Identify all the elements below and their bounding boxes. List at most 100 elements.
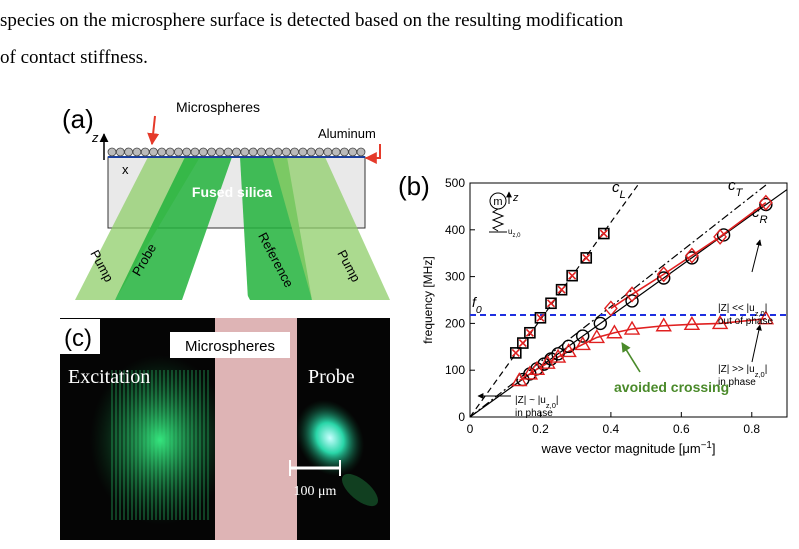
diamond-marker	[684, 247, 699, 264]
diamond-marker	[713, 228, 727, 245]
square	[555, 283, 568, 296]
text-part: T	[736, 187, 744, 199]
square-marker	[580, 252, 593, 264]
square-marker	[566, 269, 578, 282]
triangle-marker	[655, 317, 672, 332]
probe-tail	[341, 473, 379, 507]
triangle-marker	[521, 365, 539, 380]
square-marker	[555, 283, 568, 296]
diamond-marker	[758, 194, 773, 211]
reference-line	[469, 182, 769, 418]
diamond-marker	[656, 266, 671, 283]
annotation: cL	[612, 179, 626, 201]
square-marker	[509, 347, 522, 359]
body-text: of contact stiffness.	[0, 47, 148, 68]
text-part: L	[620, 189, 626, 201]
microsphere	[348, 147, 358, 157]
annotation: f0	[472, 294, 482, 316]
y-tick-label: 0	[458, 410, 465, 424]
triangle-marker	[560, 343, 577, 358]
microsphere	[281, 147, 291, 157]
text-part: |Z| ~ |u	[515, 395, 546, 406]
spring	[491, 208, 505, 232]
microsphere	[331, 147, 341, 157]
z-label: z	[512, 192, 519, 204]
y-tick-label: 400	[445, 223, 465, 237]
text-part: z,0	[512, 233, 521, 239]
text-part: z,0	[755, 370, 765, 379]
microsphere	[149, 147, 158, 157]
triangle-marker	[574, 336, 591, 351]
microsphere	[215, 147, 225, 157]
text-part: c	[728, 177, 736, 194]
cross	[599, 229, 608, 238]
label: Excitation	[68, 366, 150, 388]
label: x	[122, 162, 129, 177]
microsphere	[140, 147, 150, 157]
y-axis-label: frequency [MHz]	[421, 256, 435, 343]
microsphere	[315, 147, 324, 157]
microsphere	[124, 147, 134, 157]
panel-label: (b)	[398, 171, 430, 201]
annotation: in phase	[515, 408, 553, 419]
microsphere	[198, 147, 208, 157]
text-part: −1	[701, 440, 712, 451]
microsphere	[232, 147, 241, 157]
microsphere	[223, 147, 233, 157]
text-part: u	[508, 227, 512, 236]
cross	[511, 348, 520, 357]
text-part: 0	[476, 304, 482, 316]
annotation: cT	[728, 177, 744, 199]
text-part: |	[765, 364, 768, 375]
cross	[518, 338, 527, 348]
circle-marker	[576, 329, 590, 343]
body-text: species on the microsphere surface is de…	[0, 10, 624, 31]
text-part: |Z| >> |u	[718, 364, 755, 375]
avoided-arrow	[621, 342, 641, 373]
microsphere-row	[107, 147, 366, 157]
label-box	[60, 319, 100, 354]
x-tick-label: 0.8	[743, 422, 760, 436]
square-marker	[517, 337, 529, 349]
substrate-label: Fused silica	[192, 184, 272, 200]
text-part: R	[760, 214, 768, 226]
annotation-arrow	[751, 239, 762, 273]
circle-marker	[657, 271, 671, 285]
circle-marker	[561, 339, 576, 354]
square-marker	[598, 227, 610, 240]
square	[524, 326, 536, 339]
text-part: wave vector magnitude [μm	[541, 441, 701, 456]
microsphere	[115, 147, 125, 157]
circle-marker	[685, 251, 699, 265]
square-marker	[524, 326, 536, 339]
x-tick-label: 0.6	[673, 422, 690, 436]
triangle-marker	[683, 315, 701, 331]
microsphere	[132, 147, 142, 157]
microsphere	[207, 147, 217, 157]
arrow	[147, 115, 160, 146]
diamond-marker	[603, 300, 618, 317]
x-tick-label: 0.4	[603, 422, 620, 436]
triangle-marker	[711, 315, 729, 330]
text-part: z,0	[546, 401, 556, 410]
annotation: |Z| ~ |uz,0|	[515, 395, 558, 410]
chart: (b) 0 0.2 0.4 0.6 0.8 0 100 200 300 400 500 frequen…	[398, 171, 788, 456]
triangle-marker	[588, 329, 606, 344]
y-tick-label: 200	[445, 316, 465, 330]
panel-c: (c) Microspheres Excitation Probe 100 μm	[60, 318, 390, 540]
microsphere	[290, 147, 300, 157]
text-part: |	[556, 395, 559, 406]
microsphere	[248, 147, 258, 157]
microsphere	[339, 147, 349, 157]
gap	[210, 262, 250, 300]
microsphere	[157, 147, 167, 157]
text-part: |Z| << |u	[718, 303, 755, 314]
label: Microspheres	[185, 338, 275, 355]
label: z	[91, 130, 99, 145]
beam	[272, 157, 390, 300]
square	[509, 347, 522, 359]
text-part: c	[752, 204, 760, 221]
circle-marker	[593, 316, 608, 331]
y-tick-label: 500	[445, 176, 465, 190]
